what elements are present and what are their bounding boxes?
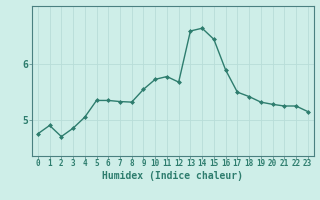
X-axis label: Humidex (Indice chaleur): Humidex (Indice chaleur): [102, 171, 243, 181]
